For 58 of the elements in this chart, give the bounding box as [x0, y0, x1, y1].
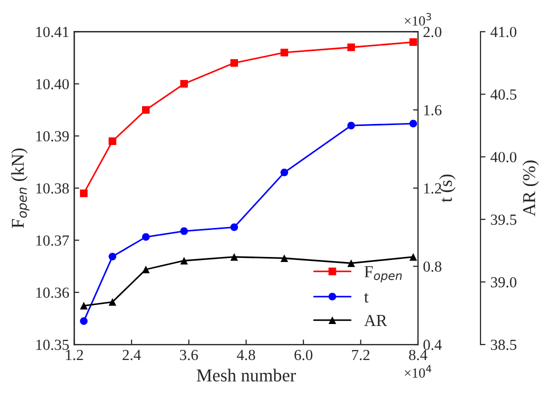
- x-tick-label: 8.4: [409, 350, 428, 360]
- point: [347, 259, 355, 267]
- x-tick-label: 1.2: [66, 350, 83, 360]
- x-tick-label: 6.0: [294, 350, 312, 360]
- point: [230, 59, 238, 67]
- x-axis-title: Mesh number: [196, 368, 296, 382]
- point: [409, 253, 418, 261]
- point: [280, 48, 288, 56]
- y-tick-label: 10.40: [36, 78, 69, 90]
- y3-axis-title: AR (%): [522, 160, 539, 216]
- point: [108, 252, 116, 260]
- legend-label: F$_{open}$: [364, 266, 402, 282]
- y3-tick-label: 39.5: [490, 214, 516, 225]
- y-axis-title: F$_{open}$ (kN): [11, 148, 30, 228]
- point: [108, 137, 116, 145]
- x-tick-label: 2.4: [122, 350, 141, 360]
- text: ×10$^{4}$: [404, 365, 432, 378]
- point: [409, 38, 418, 46]
- point: [180, 227, 188, 235]
- point: [180, 256, 188, 264]
- y-tick-label: 10.38: [36, 183, 69, 194]
- point: [108, 298, 116, 306]
- x-tick-label: 3.6: [180, 350, 198, 360]
- y3-tick-label: 40.5: [490, 89, 516, 100]
- y-tick-label: 10.35: [36, 340, 69, 350]
- point: [280, 168, 288, 176]
- x-tick-label: 7.2: [352, 350, 370, 360]
- y3-tick-label: 41.0: [490, 26, 516, 38]
- point: [347, 44, 355, 52]
- point: [280, 254, 288, 262]
- y3-tick-label: 40.0: [490, 152, 516, 162]
- y3-tick-label: 38.5: [490, 340, 516, 350]
- y2-tick-label: 1.2: [424, 183, 442, 194]
- y-tick-label: 10.36: [36, 288, 69, 298]
- point: [80, 189, 88, 198]
- point: [80, 317, 88, 325]
- y2-tick-label: 0.8: [423, 261, 442, 272]
- legend-label: t: [364, 293, 369, 303]
- point: [347, 122, 355, 130]
- y2-tick-label: 2.0: [424, 26, 442, 38]
- point: [409, 120, 418, 128]
- point: [142, 266, 150, 274]
- point: [180, 80, 188, 88]
- point: [230, 253, 238, 261]
- legend-label: AR: [364, 314, 388, 326]
- y3-tick-label: 39.0: [490, 277, 516, 288]
- y-tick-label: 10.39: [36, 131, 69, 142]
- y-tick-label: 10.41: [36, 26, 68, 38]
- x-tick-label: 4.8: [236, 350, 256, 360]
- point: [80, 302, 88, 310]
- point: [230, 223, 238, 232]
- y-tick-label: 10.37: [36, 235, 69, 246]
- text: ×10$^{3}$: [404, 12, 432, 26]
- y2-axis-title: t (s): [439, 174, 456, 202]
- point: [142, 106, 150, 114]
- point: [142, 233, 150, 241]
- y2-tick-label: 1.6: [424, 105, 442, 116]
- y2-tick-label: 0.4: [423, 340, 442, 350]
